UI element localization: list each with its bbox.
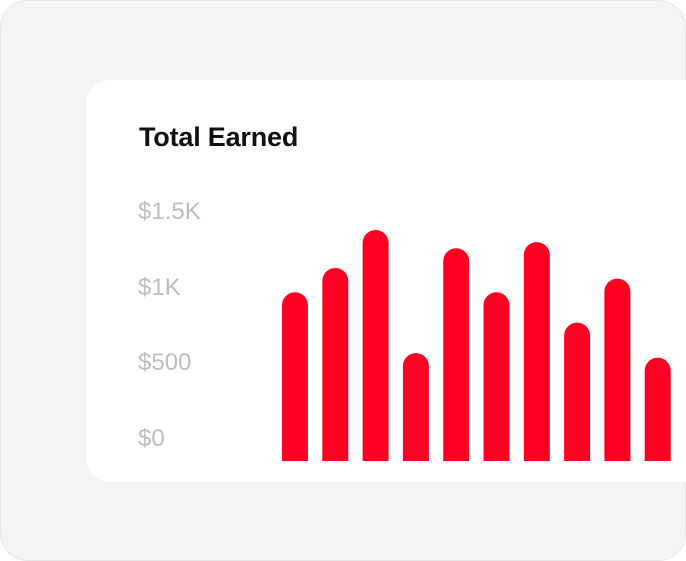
bar-9 (604, 278, 631, 461)
bar-2 (322, 267, 349, 461)
bar-7 (523, 242, 550, 461)
bar-10 (644, 357, 671, 461)
bar-1 (282, 292, 308, 461)
bar-8 (564, 322, 591, 461)
y-tick-1500: $1.5K (138, 198, 201, 225)
bar-3 (362, 229, 389, 461)
bar-5 (443, 248, 470, 461)
chart-title: Total Earned (139, 122, 299, 152)
y-tick-500: $500 (138, 349, 192, 376)
y-tick-0: $0 (138, 425, 165, 452)
bar-4 (402, 353, 429, 461)
y-tick-1000: $1K (138, 274, 181, 301)
bar-6 (483, 292, 510, 461)
